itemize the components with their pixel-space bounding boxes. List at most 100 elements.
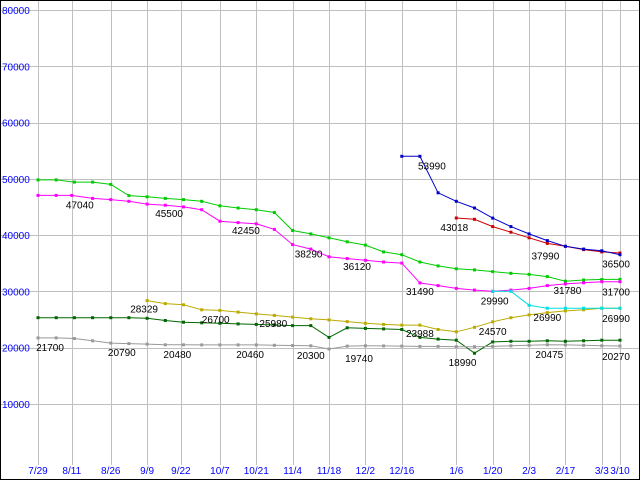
- blue-series-marker: [418, 154, 422, 158]
- dark-green-series-marker: [382, 327, 386, 331]
- x-tick-label: 11/4: [283, 466, 302, 477]
- green-series-marker: [145, 195, 149, 199]
- price-label: 45500: [155, 209, 183, 220]
- dark-green-series-marker: [473, 351, 476, 355]
- green-series-marker: [363, 243, 367, 247]
- dark-green-series-marker: [54, 316, 58, 320]
- red-series-marker: [454, 216, 458, 220]
- magenta-series-marker: [254, 222, 258, 226]
- price-label: 43018: [440, 223, 468, 234]
- y-tick-label: 40000: [2, 231, 30, 242]
- magenta-series-marker: [91, 196, 95, 200]
- gray-series-marker: [91, 339, 95, 343]
- gray-series-marker: [582, 343, 586, 347]
- green-series-marker: [72, 180, 76, 184]
- x-tick-label: 2/3: [522, 466, 536, 477]
- dark-green-series-marker: [163, 319, 167, 322]
- magenta-series-marker: [236, 221, 240, 225]
- gray-series-marker: [491, 344, 495, 348]
- magenta-series-marker: [473, 288, 476, 292]
- y-tick-label: 50000: [2, 175, 30, 186]
- cyan-series-marker: [527, 303, 531, 307]
- x-tick-label: 11/18: [317, 466, 342, 477]
- dark-green-series-marker: [127, 316, 131, 320]
- olive-series-marker: [418, 323, 422, 327]
- gray-series-marker: [218, 343, 222, 347]
- olive-series-marker: [545, 311, 549, 315]
- gray-series-marker: [236, 343, 240, 347]
- magenta-series-marker: [218, 219, 222, 223]
- blue-series-marker: [436, 191, 440, 195]
- olive-series-marker: [509, 316, 513, 320]
- gray-series-marker: [309, 344, 313, 348]
- dark-green-series-marker: [491, 340, 495, 344]
- green-series-marker: [218, 204, 222, 208]
- grid: [0, 0, 640, 465]
- green-series-marker: [400, 253, 404, 257]
- gray-series-marker: [72, 337, 76, 340]
- green-series-marker: [109, 182, 113, 186]
- blue-series-marker: [618, 253, 622, 257]
- gray-series-marker: [400, 344, 404, 348]
- price-label: 20475: [535, 350, 563, 361]
- price-label: 19740: [345, 354, 373, 365]
- magenta-series-marker: [527, 286, 531, 290]
- dark-green-series-marker: [72, 316, 76, 320]
- gray-series-marker: [254, 343, 258, 347]
- olive-series-marker: [218, 308, 222, 312]
- olive-series-marker: [454, 330, 458, 334]
- dark-green-series-marker: [91, 316, 95, 320]
- gray-series-marker: [363, 344, 367, 348]
- green-series-marker: [200, 199, 204, 203]
- cyan-series-line: [492, 290, 620, 309]
- olive-series-marker: [291, 315, 295, 319]
- dark-green-series-marker: [272, 323, 276, 327]
- price-label: 29990: [481, 296, 509, 307]
- olive-series-marker: [382, 322, 386, 326]
- blue-series-marker: [527, 232, 531, 236]
- olive-series-marker: [236, 310, 240, 314]
- red-series-marker: [491, 225, 495, 229]
- green-series-marker: [454, 267, 458, 271]
- green-series-marker: [236, 206, 240, 210]
- x-tick-label: 9/22: [171, 466, 191, 477]
- red-series-marker: [545, 241, 549, 245]
- gray-series-marker: [418, 344, 422, 348]
- red-series-marker: [527, 236, 531, 240]
- price-label: 26990: [533, 313, 561, 324]
- olive-series-marker: [436, 328, 440, 331]
- blue-series-marker: [473, 206, 476, 210]
- gray-series-marker: [454, 345, 458, 349]
- magenta-series-marker: [582, 281, 586, 285]
- magenta-series-marker: [600, 280, 604, 284]
- gray-series-marker: [291, 344, 295, 347]
- green-series-marker: [509, 271, 513, 275]
- price-label: 20460: [236, 350, 264, 361]
- gray-series-marker: [563, 343, 567, 347]
- dark-green-series-marker: [200, 321, 204, 325]
- magenta-series-marker: [309, 247, 313, 251]
- gray-series-marker: [182, 343, 185, 347]
- x-tick-label: 7/29: [28, 466, 48, 477]
- green-series-marker: [182, 198, 185, 202]
- magenta-series-marker: [618, 280, 622, 284]
- gray-series-marker: [272, 343, 276, 347]
- price-label: 20790: [108, 348, 136, 359]
- cyan-series-marker: [563, 306, 567, 310]
- price-label: 18990: [449, 358, 477, 369]
- magenta-series-marker: [454, 286, 458, 290]
- olive-series-marker: [345, 320, 349, 324]
- dark-green-series-marker: [618, 338, 622, 342]
- olive-series-marker: [491, 320, 495, 324]
- magenta-series-marker: [400, 261, 404, 265]
- dark-green-series: [36, 316, 622, 355]
- magenta-series-marker: [327, 255, 331, 259]
- dark-green-series-marker: [509, 339, 513, 343]
- magenta-series-marker: [545, 284, 549, 288]
- dark-green-series-marker: [309, 324, 313, 328]
- price-label: 26700: [202, 315, 230, 326]
- magenta-series-marker: [418, 281, 422, 285]
- price-label: 26990: [602, 314, 630, 325]
